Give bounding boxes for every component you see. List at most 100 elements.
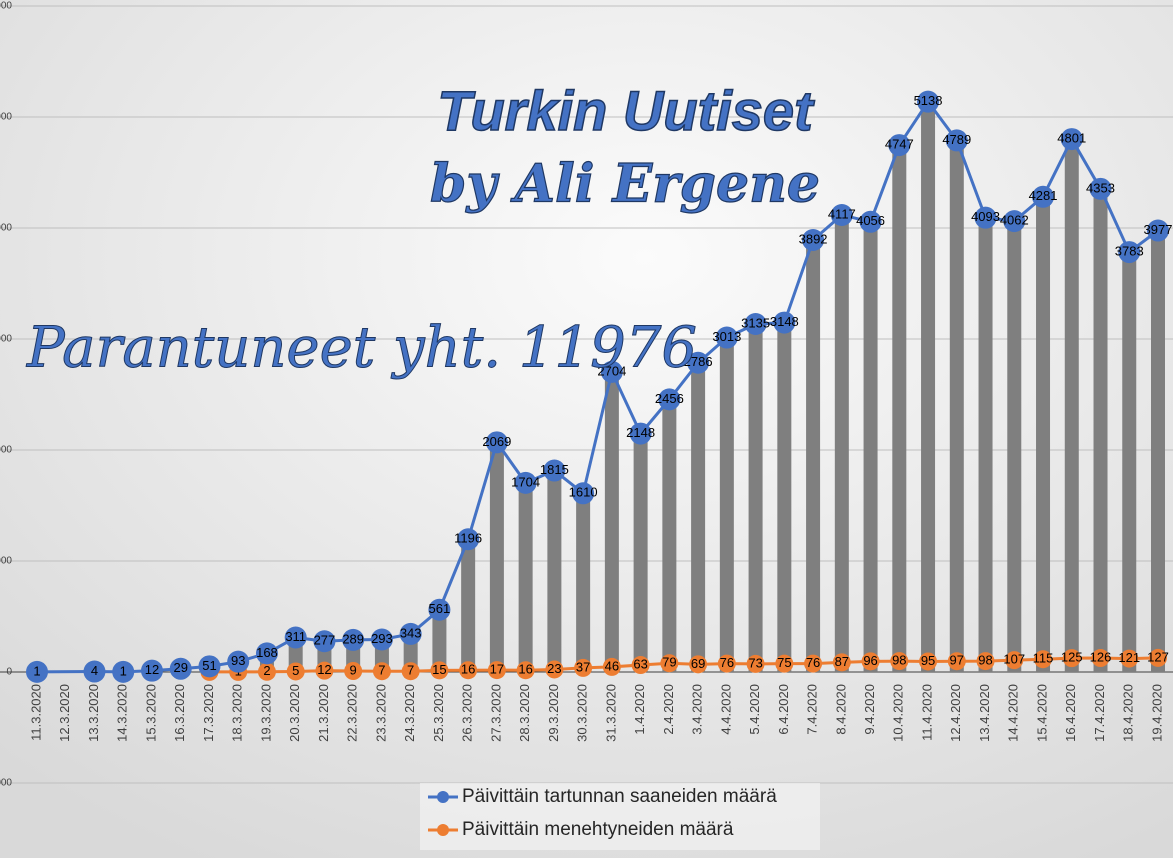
bar bbox=[719, 337, 734, 672]
data-label: 17 bbox=[490, 662, 504, 677]
x-tick-label: 6.4.2020 bbox=[776, 684, 791, 735]
data-label: 15 bbox=[432, 662, 446, 677]
y-tick-label: 2000 bbox=[0, 445, 12, 456]
bar bbox=[547, 470, 562, 672]
point bbox=[370, 628, 393, 651]
data-label: 37 bbox=[576, 659, 590, 674]
bar bbox=[633, 433, 648, 672]
bar bbox=[691, 362, 706, 672]
data-label: 121 bbox=[1118, 650, 1140, 665]
data-label: 69 bbox=[691, 656, 705, 671]
bar bbox=[1093, 188, 1108, 672]
data-label: 7 bbox=[407, 663, 414, 678]
bar bbox=[604, 371, 619, 672]
point bbox=[830, 204, 853, 227]
data-label: 2704 bbox=[597, 363, 626, 378]
x-tick-label: 19.4.2020 bbox=[1149, 684, 1164, 742]
point bbox=[1032, 185, 1055, 208]
plot: -1000010002000300040005000600011.3.20201… bbox=[0, 1, 1173, 789]
x-tick-label: 3.4.2020 bbox=[690, 684, 705, 735]
point bbox=[658, 388, 681, 411]
data-label: 3977 bbox=[1144, 222, 1173, 237]
bar bbox=[978, 217, 993, 672]
data-label: 4117 bbox=[828, 206, 856, 221]
annotation: Parantuneet yht. 11976 bbox=[26, 316, 697, 381]
data-label: 97 bbox=[950, 653, 964, 668]
x-tick-label: 8.4.2020 bbox=[833, 684, 848, 735]
point bbox=[1149, 648, 1167, 667]
data-label: 12 bbox=[317, 662, 331, 677]
data-label: 95 bbox=[921, 653, 935, 668]
point bbox=[1091, 649, 1110, 668]
point bbox=[861, 652, 880, 671]
data-label: 76 bbox=[720, 655, 734, 670]
point bbox=[83, 660, 106, 683]
x-tick-label: 13.3.2020 bbox=[86, 684, 101, 742]
data-label: 168 bbox=[256, 645, 278, 660]
data-label: 87 bbox=[835, 654, 849, 669]
point bbox=[660, 654, 679, 673]
point bbox=[286, 662, 305, 681]
data-label: 23 bbox=[547, 661, 561, 676]
chart-subtitle: by Ali Ergene bbox=[430, 154, 820, 215]
x-tick-label: 17.4.2020 bbox=[1092, 684, 1107, 742]
data-label: 4 bbox=[91, 663, 98, 678]
bar bbox=[949, 140, 964, 672]
point bbox=[1003, 210, 1026, 233]
bar bbox=[748, 324, 763, 672]
y-tick-label: 5000 bbox=[0, 112, 12, 123]
x-tick-label: 29.3.2020 bbox=[546, 684, 561, 742]
x-tick-label: 12.4.2020 bbox=[948, 684, 963, 742]
point bbox=[457, 528, 480, 551]
point bbox=[1034, 650, 1053, 669]
x-tick-label: 17.3.2020 bbox=[201, 684, 216, 742]
y-tick-label: 6000 bbox=[0, 1, 12, 12]
x-tick-label: 27.3.2020 bbox=[488, 684, 503, 742]
data-label: 3148 bbox=[770, 314, 799, 329]
data-label: 4801 bbox=[1057, 131, 1086, 146]
x-tick-label: 14.3.2020 bbox=[115, 684, 130, 742]
data-label: 98 bbox=[892, 653, 906, 668]
point bbox=[26, 660, 48, 683]
x-tick-label: 1.4.2020 bbox=[632, 684, 647, 735]
bar bbox=[1007, 221, 1022, 673]
data-label: 1815 bbox=[540, 462, 569, 477]
bar bbox=[518, 482, 533, 672]
point bbox=[169, 657, 192, 680]
data-label: 1 bbox=[120, 663, 127, 678]
point bbox=[600, 360, 623, 383]
point bbox=[1147, 219, 1169, 242]
legend-label: Päivittäin menehtyneiden määrä bbox=[462, 819, 734, 840]
point bbox=[717, 654, 736, 673]
point bbox=[773, 311, 796, 334]
data-label: 2069 bbox=[482, 434, 511, 449]
point bbox=[602, 657, 621, 676]
x-tick-label: 30.3.2020 bbox=[575, 684, 590, 742]
data-label: 5138 bbox=[914, 93, 943, 108]
point bbox=[859, 210, 882, 233]
bar bbox=[892, 145, 907, 672]
legend: Päivittäin tartunnan saaneiden määrä Päiv… bbox=[428, 786, 777, 840]
x-tick-label: 15.4.2020 bbox=[1034, 684, 1049, 742]
data-label: 1610 bbox=[569, 485, 598, 500]
point bbox=[687, 351, 710, 374]
point bbox=[401, 662, 420, 681]
y-tick-label: 3000 bbox=[0, 334, 12, 345]
data-label: 107 bbox=[1003, 652, 1025, 667]
x-tick-label: 24.3.2020 bbox=[402, 684, 417, 742]
y-tick-label: 4000 bbox=[0, 223, 12, 234]
bar bbox=[1122, 252, 1137, 672]
x-tick-label: 19.3.2020 bbox=[258, 684, 273, 742]
point bbox=[430, 661, 449, 680]
x-tick-label: 18.4.2020 bbox=[1121, 684, 1136, 742]
point bbox=[572, 482, 595, 505]
data-label: 126 bbox=[1090, 649, 1112, 664]
point bbox=[399, 622, 422, 645]
series-line bbox=[209, 656, 1159, 674]
x-tick-label: 4.4.2020 bbox=[718, 684, 733, 735]
data-label: 125 bbox=[1061, 650, 1083, 665]
point bbox=[198, 655, 221, 678]
data-label: 79 bbox=[662, 655, 676, 670]
point bbox=[1089, 177, 1112, 200]
